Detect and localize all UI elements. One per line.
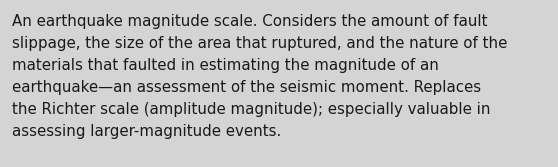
Text: the Richter scale (amplitude magnitude); especially valuable in: the Richter scale (amplitude magnitude);… (12, 102, 490, 117)
Text: assessing larger-magnitude events.: assessing larger-magnitude events. (12, 124, 281, 139)
Text: earthquake—an assessment of the seismic moment. Replaces: earthquake—an assessment of the seismic … (12, 80, 481, 95)
Text: An earthquake magnitude scale. Considers the amount of fault: An earthquake magnitude scale. Considers… (12, 14, 488, 29)
Text: slippage, the size of the area that ruptured, and the nature of the: slippage, the size of the area that rupt… (12, 36, 507, 51)
Text: materials that faulted in estimating the magnitude of an: materials that faulted in estimating the… (12, 58, 439, 73)
